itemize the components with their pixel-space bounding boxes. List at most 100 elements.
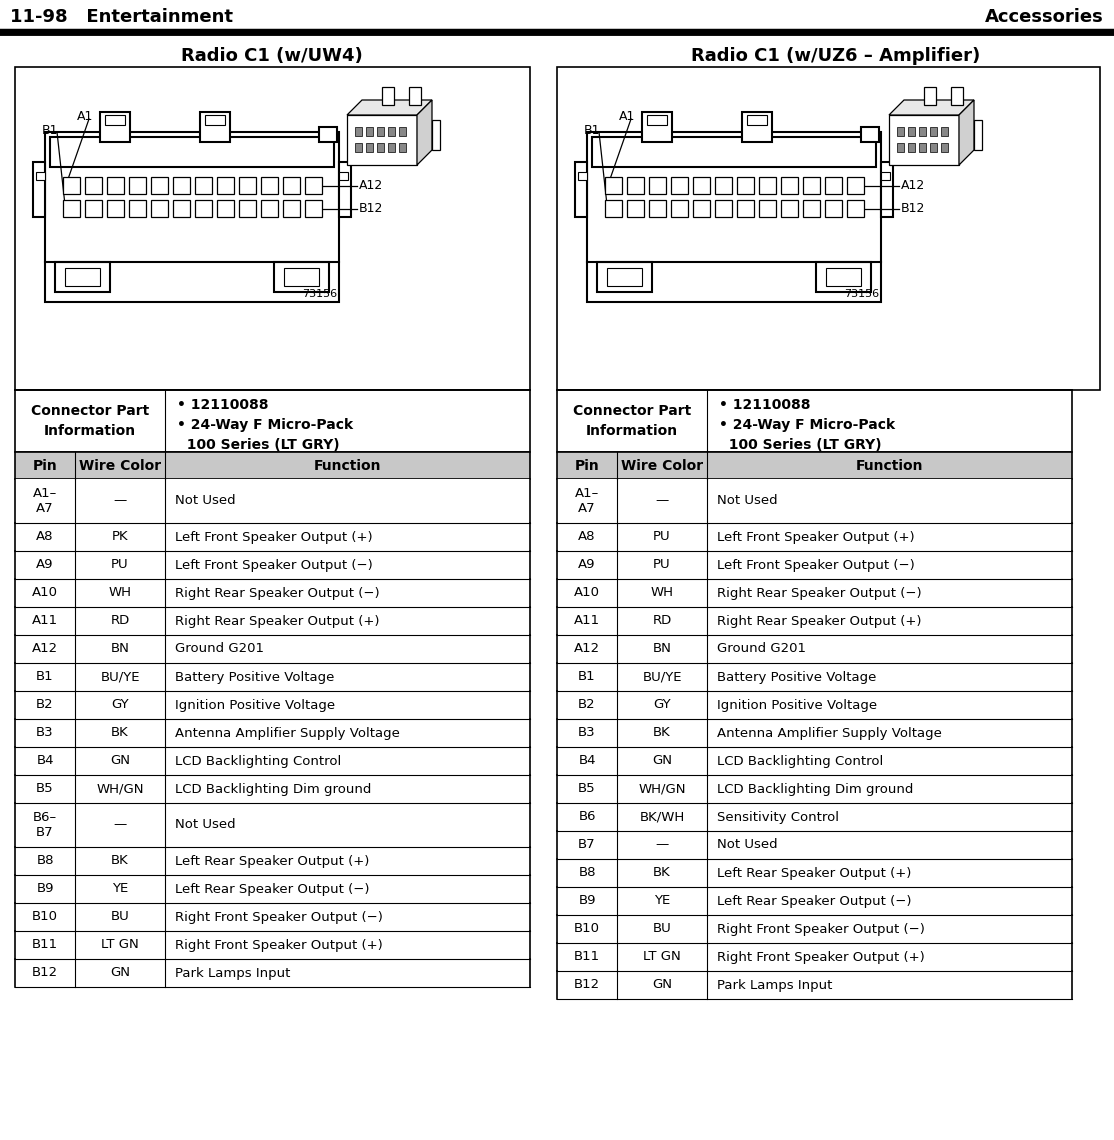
Text: WH/GN: WH/GN: [96, 782, 144, 796]
Text: • 12110088
• 24-Way F Micro-Pack
  100 Series (LT GRY): • 12110088 • 24-Way F Micro-Pack 100 Ser…: [719, 398, 896, 453]
Text: A11: A11: [574, 614, 600, 627]
Text: Left Rear Speaker Output (+): Left Rear Speaker Output (+): [175, 855, 370, 868]
Bar: [14, 663, 530, 691]
Text: A1: A1: [77, 111, 94, 123]
Bar: [382, 87, 394, 105]
Text: GN: GN: [110, 755, 130, 767]
Text: A1–
A7: A1– A7: [575, 487, 599, 515]
Text: B10: B10: [574, 922, 600, 936]
Bar: [107, 200, 124, 217]
Text: A12: A12: [359, 179, 383, 192]
Text: B1: B1: [42, 123, 59, 137]
Bar: [557, 747, 1072, 775]
Text: B1: B1: [584, 123, 600, 137]
Text: Left Front Speaker Output (+): Left Front Speaker Output (+): [717, 530, 915, 544]
Text: B4: B4: [578, 755, 596, 767]
Bar: [85, 200, 102, 217]
Text: Right Front Speaker Output (+): Right Front Speaker Output (+): [717, 951, 925, 963]
Bar: [173, 200, 190, 217]
Bar: [825, 177, 842, 194]
Bar: [861, 127, 879, 142]
Bar: [607, 268, 642, 286]
Bar: [919, 142, 926, 152]
Bar: [377, 127, 384, 136]
Bar: [152, 200, 168, 217]
Bar: [575, 162, 587, 217]
Text: PU: PU: [653, 530, 671, 544]
Text: BK/WH: BK/WH: [639, 811, 685, 823]
Text: B3: B3: [578, 726, 596, 740]
Text: WH: WH: [108, 586, 131, 600]
Text: B12: B12: [574, 978, 600, 992]
Bar: [217, 200, 234, 217]
Text: Right Rear Speaker Output (−): Right Rear Speaker Output (−): [717, 586, 921, 600]
Text: B2: B2: [36, 699, 53, 711]
Bar: [14, 747, 530, 775]
Bar: [377, 142, 384, 152]
Bar: [649, 177, 666, 194]
Text: Radio C1 (w/UZ6 – Amplifier): Radio C1 (w/UZ6 – Amplifier): [692, 47, 980, 65]
Bar: [63, 200, 80, 217]
Bar: [649, 200, 666, 217]
Bar: [930, 127, 937, 136]
Bar: [261, 200, 278, 217]
Bar: [908, 142, 915, 152]
Bar: [261, 177, 278, 194]
Bar: [825, 268, 861, 286]
Bar: [951, 87, 962, 105]
Bar: [63, 177, 80, 194]
Bar: [100, 112, 130, 142]
Text: A9: A9: [578, 559, 596, 571]
Text: YE: YE: [654, 895, 671, 907]
Text: Pin: Pin: [575, 458, 599, 472]
Bar: [747, 115, 768, 125]
Text: BU: BU: [653, 922, 672, 936]
Bar: [36, 172, 45, 180]
Bar: [65, 268, 100, 286]
Bar: [557, 971, 1072, 999]
Text: 73156: 73156: [844, 290, 879, 299]
Bar: [693, 177, 710, 194]
Bar: [240, 200, 256, 217]
Text: Park Lamps Input: Park Lamps Input: [175, 967, 291, 979]
Text: A10: A10: [574, 586, 600, 600]
Text: B1: B1: [578, 670, 596, 684]
Bar: [557, 451, 1072, 479]
Text: B1: B1: [36, 670, 53, 684]
Bar: [557, 803, 1072, 831]
Text: WH: WH: [651, 586, 674, 600]
Bar: [14, 876, 530, 903]
Text: Ground G201: Ground G201: [175, 643, 264, 655]
Text: PK: PK: [111, 530, 128, 544]
Text: Battery Positive Voltage: Battery Positive Voltage: [175, 670, 334, 684]
Text: A12: A12: [574, 643, 600, 655]
Polygon shape: [889, 100, 974, 115]
Bar: [339, 172, 348, 180]
Bar: [45, 132, 339, 302]
Bar: [50, 137, 334, 166]
Bar: [557, 887, 1072, 915]
Text: PU: PU: [653, 559, 671, 571]
Text: Right Front Speaker Output (−): Right Front Speaker Output (−): [175, 911, 383, 923]
Bar: [129, 200, 146, 217]
Bar: [14, 67, 530, 390]
Bar: [642, 112, 672, 142]
Bar: [974, 120, 983, 150]
Bar: [283, 200, 300, 217]
Bar: [742, 112, 772, 142]
Text: Antenna Amplifier Supply Voltage: Antenna Amplifier Supply Voltage: [717, 726, 941, 740]
Text: BN: BN: [110, 643, 129, 655]
Bar: [195, 200, 212, 217]
Bar: [14, 959, 530, 987]
Text: Not Used: Not Used: [717, 839, 778, 852]
Bar: [781, 177, 798, 194]
Bar: [693, 200, 710, 217]
Text: Ignition Positive Voltage: Ignition Positive Voltage: [175, 699, 335, 711]
Bar: [605, 200, 622, 217]
Bar: [173, 177, 190, 194]
Text: B8: B8: [37, 855, 53, 868]
Bar: [919, 127, 926, 136]
Bar: [737, 200, 754, 217]
Text: B5: B5: [578, 782, 596, 796]
Text: B9: B9: [578, 895, 596, 907]
